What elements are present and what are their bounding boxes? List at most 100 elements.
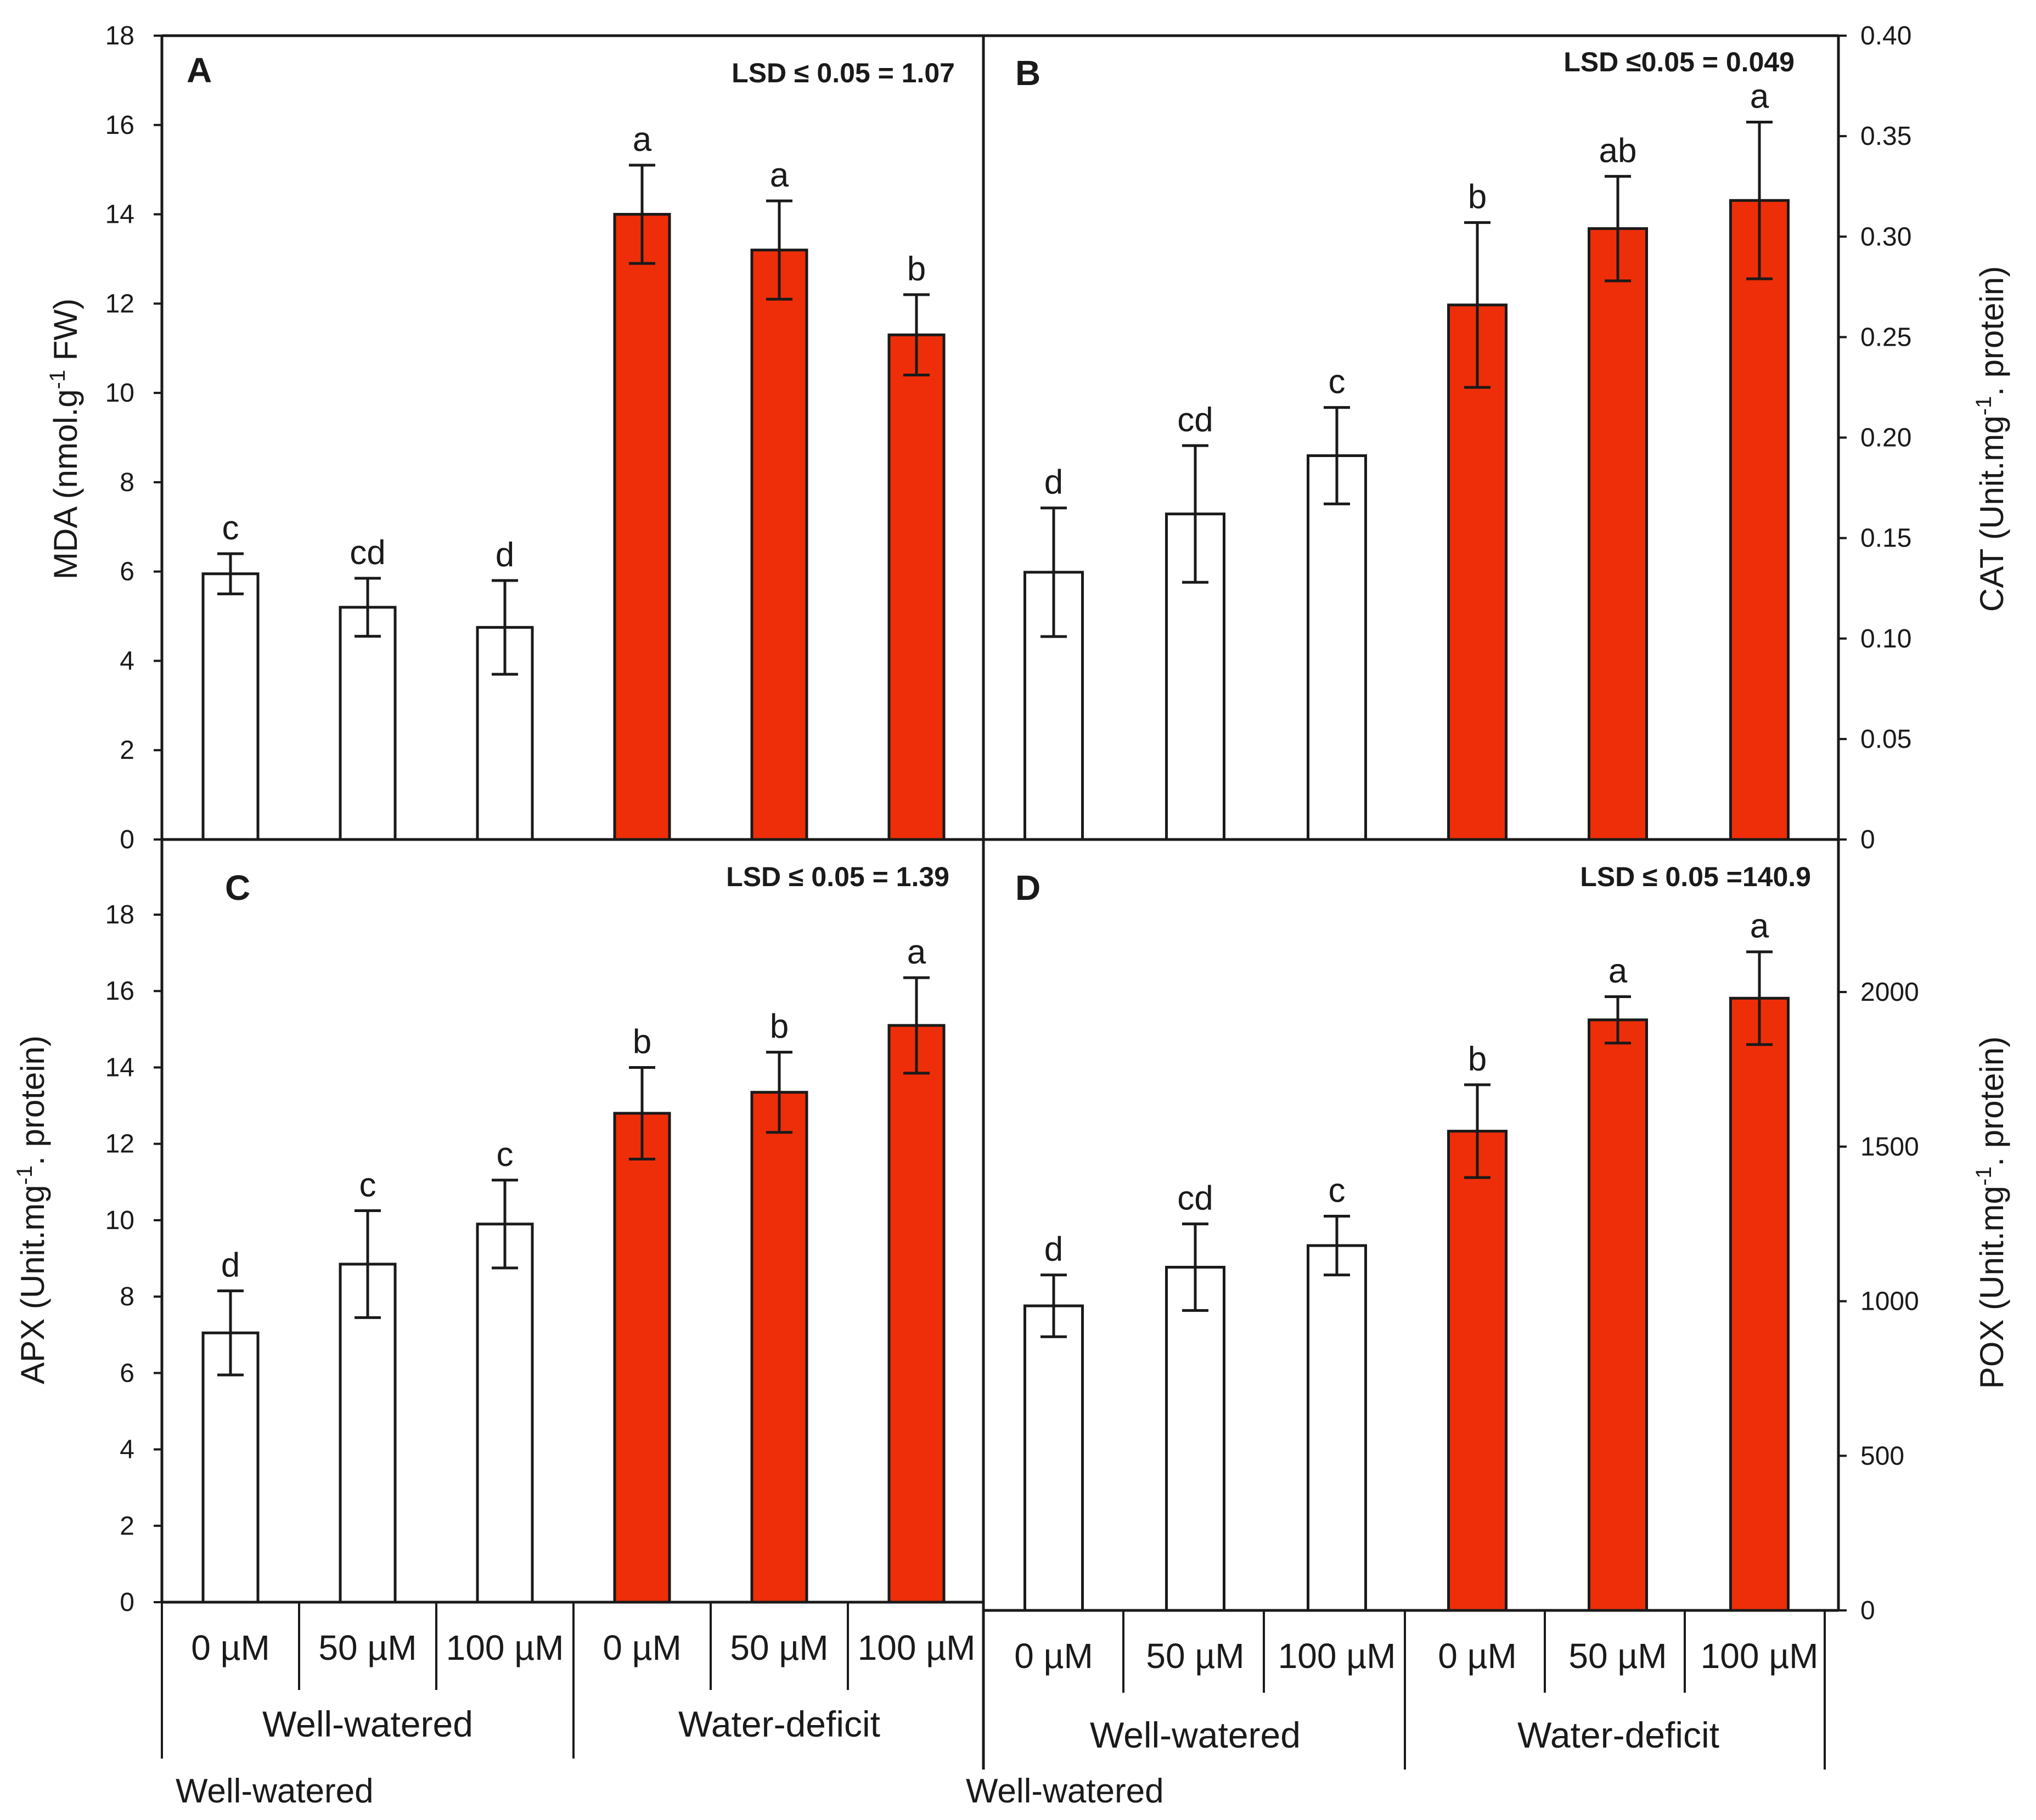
error-bar [217, 1289, 244, 1377]
significance-letter: c [359, 1166, 376, 1204]
significance-letter: d [221, 1247, 240, 1284]
significance-letter: a [633, 121, 652, 159]
bar-b-3 [1307, 454, 1367, 841]
error-bar [1464, 1083, 1491, 1179]
panel-b: 0 0.05 0.10 0.15 0.20 0.25 0.30 0.35 0.40 d cd c b ab… [1015, 21, 1911, 854]
y-axis-ticks-a: 0 2 4 6 8 10 12 14 16 18 [105, 21, 162, 854]
bar-a-5 [750, 249, 808, 841]
significance-letter: a [907, 933, 926, 971]
y-tick-label: 0.15 [1860, 524, 1911, 553]
significance-letter: c [497, 1136, 514, 1174]
significance-letter: a [770, 156, 789, 194]
error-bar [1182, 1222, 1208, 1312]
y-tick-label: 0.40 [1860, 21, 1911, 50]
significance-letter: b [907, 250, 926, 288]
panel-label: A [187, 50, 212, 90]
bar-b-5 [1588, 227, 1648, 841]
y-tick-label: 2 [120, 736, 134, 765]
category-label: 0 µM [1014, 1636, 1093, 1676]
category-table-left [161, 1602, 849, 1759]
category-label: 0 µM [603, 1628, 682, 1667]
y-tick-label: 0 [120, 1588, 134, 1617]
bar-d-6 [1729, 996, 1790, 1612]
bar-b-4 [1447, 303, 1508, 841]
bar-a-2 [339, 606, 397, 841]
y-tick-label: 16 [105, 977, 134, 1006]
lsd-annotation: LSD ≤0.05 = 0.049 [1563, 47, 1795, 77]
significance-letter: cd [350, 534, 385, 572]
y-tick-label: 0 [1860, 1596, 1875, 1625]
category-label: 100 µM [446, 1628, 564, 1667]
y-tick-label: 10 [105, 1206, 134, 1235]
bar-d-1 [1023, 1304, 1084, 1612]
significance-letter: b [1468, 1040, 1487, 1078]
y-tick-label: 0.20 [1860, 424, 1911, 453]
bar-a-1 [201, 572, 260, 841]
y-tick-label: 0.05 [1860, 725, 1911, 754]
category-label: 0 µM [191, 1628, 270, 1667]
bar-c-3 [476, 1222, 534, 1604]
significance-letter: a [1750, 77, 1769, 115]
y-tick-label: 0 [1860, 825, 1875, 854]
error-bar [629, 164, 655, 265]
bar-c-4 [613, 1112, 671, 1604]
y-tick-label: 18 [105, 21, 134, 50]
y-tick-label: 1000 [1860, 1287, 1919, 1316]
y-axis-ticks-d: 0 500 1000 1500 2000 [1838, 978, 1919, 1625]
panel-frames [160, 34, 1840, 1770]
significance-letter: a [1750, 908, 1769, 945]
y-tick-label: 12 [105, 289, 134, 318]
significance-letter: b [770, 1008, 789, 1046]
y-tick-label: 0.35 [1860, 122, 1911, 151]
category-table-right [1122, 1610, 1826, 1770]
error-bar [1464, 221, 1491, 389]
error-bar [1041, 506, 1067, 638]
panel-label: B [1015, 53, 1041, 93]
y-tick-label: 0.10 [1860, 624, 1911, 653]
y-tick-label: 18 [105, 900, 134, 929]
error-bar [355, 1209, 381, 1319]
error-bar [492, 1179, 518, 1270]
y-tick-label: 14 [105, 1053, 134, 1082]
y-axis-ticks-b: 0 0.05 0.10 0.15 0.20 0.25 0.30 0.35 0.40 [1838, 21, 1911, 854]
error-bar [492, 579, 518, 676]
lsd-annotation: LSD ≤ 0.05 =140.9 [1580, 861, 1811, 892]
significance-letter: d [496, 536, 514, 574]
bar-b-6 [1729, 199, 1790, 841]
error-bar [903, 976, 930, 1075]
error-bar [1324, 1215, 1350, 1277]
footer-label-right: Well-watered [966, 1772, 1164, 1810]
error-bar [1324, 406, 1350, 505]
significance-letter: cd [1177, 401, 1213, 439]
group-label: Well-watered [262, 1704, 473, 1744]
category-label: 50 µM [730, 1628, 828, 1667]
error-bar [355, 577, 381, 638]
y-tick-label: 4 [120, 1435, 134, 1464]
error-bar [217, 552, 244, 595]
footer-label-left: Well-watered [176, 1772, 374, 1810]
error-bar [1746, 120, 1773, 280]
significance-letter: b [1468, 178, 1487, 216]
panel-label: C [225, 868, 250, 908]
group-label: Well-watered [1090, 1715, 1301, 1755]
category-label: 100 µM [1278, 1636, 1396, 1676]
y-tick-label: 0.30 [1860, 222, 1911, 251]
significance-letter: c [222, 509, 239, 547]
y-tick-label: 0 [120, 825, 134, 854]
group-label: Water-deficit [1517, 1715, 1719, 1755]
error-bar [1605, 995, 1631, 1045]
significance-letter: b [633, 1023, 651, 1061]
error-bar [629, 1066, 655, 1161]
significance-letter: d [1044, 464, 1063, 502]
y-tick-label: 10 [105, 379, 134, 408]
category-label: 100 µM [858, 1628, 976, 1667]
panel-a: 0 2 4 6 8 10 12 14 16 18 c cd d a a b A LSD ≤ 0.05 = 1.07 [105, 21, 955, 854]
bar-c-1 [201, 1331, 260, 1604]
y-tick-label: 500 [1860, 1441, 1904, 1470]
y-tick-label: 2 [120, 1512, 134, 1541]
bar-d-2 [1165, 1266, 1225, 1612]
y-tick-label: 0.25 [1860, 323, 1911, 352]
significance-letter: d [1044, 1231, 1063, 1269]
y-axis-title-apx: APX (Unit.mg-1. protein) [13, 1035, 51, 1384]
